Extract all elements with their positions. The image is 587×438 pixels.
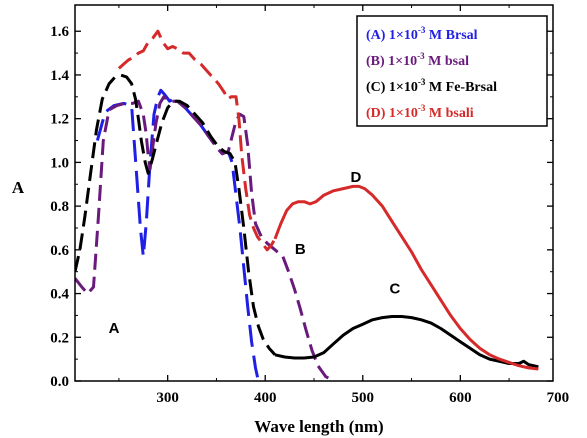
axes: 0.0 0.2 0.4 0.6 0.8 1.0 1.2 1.4 1.6 300 400 500 600 7…: [50, 4, 570, 406]
y-tick-label: 0.4: [50, 287, 69, 303]
y-tick-label: 1.4: [50, 68, 69, 84]
plot-area: [75, 29, 539, 381]
x-tick-label: 600: [449, 390, 472, 406]
y-tick-label: 0.2: [50, 330, 69, 346]
legend: (A) 1×10-3 M Brsal (B) 1×10-3 M bsal (C) 1…: [356, 15, 548, 127]
legend-entry-d: (D) 1×10-3 M bsali: [366, 103, 474, 121]
x-tick-label: 700: [547, 390, 570, 406]
curve-label-a: A: [109, 320, 120, 337]
x-axis-title: Wave length (nm): [254, 417, 383, 436]
series-line-d: [273, 184, 539, 371]
curve-label-c: C: [390, 281, 401, 298]
curve-label-d: D: [351, 169, 362, 186]
series-line-a: [95, 88, 260, 381]
series-line-d-dashed: [117, 29, 277, 252]
curve-label-b: B: [295, 241, 306, 258]
y-tick-label: 0.8: [50, 199, 69, 215]
x-tick-label: 300: [156, 390, 179, 406]
y-tick-label: 0.0: [50, 374, 69, 390]
legend-entry-a: (A) 1×10-3 M Brsal: [366, 25, 478, 43]
series-line-b: [75, 95, 335, 381]
y-tick-label: 1.2: [50, 112, 69, 128]
y-tick-label: 1.0: [50, 155, 69, 171]
legend-entry-c: (C) 1×10-3 M Fe-Brsal: [366, 77, 497, 95]
y-tick-label: 0.6: [50, 243, 69, 259]
x-tick-label: 500: [352, 390, 375, 406]
series-line-c-dashed: [75, 73, 277, 356]
y-tick-label: 1.6: [50, 24, 69, 40]
legend-box: [356, 15, 548, 127]
y-axis-title: A: [12, 178, 25, 197]
legend-entry-b: (B) 1×10-3 M bsal: [366, 51, 469, 69]
x-tick-label: 400: [254, 390, 277, 406]
